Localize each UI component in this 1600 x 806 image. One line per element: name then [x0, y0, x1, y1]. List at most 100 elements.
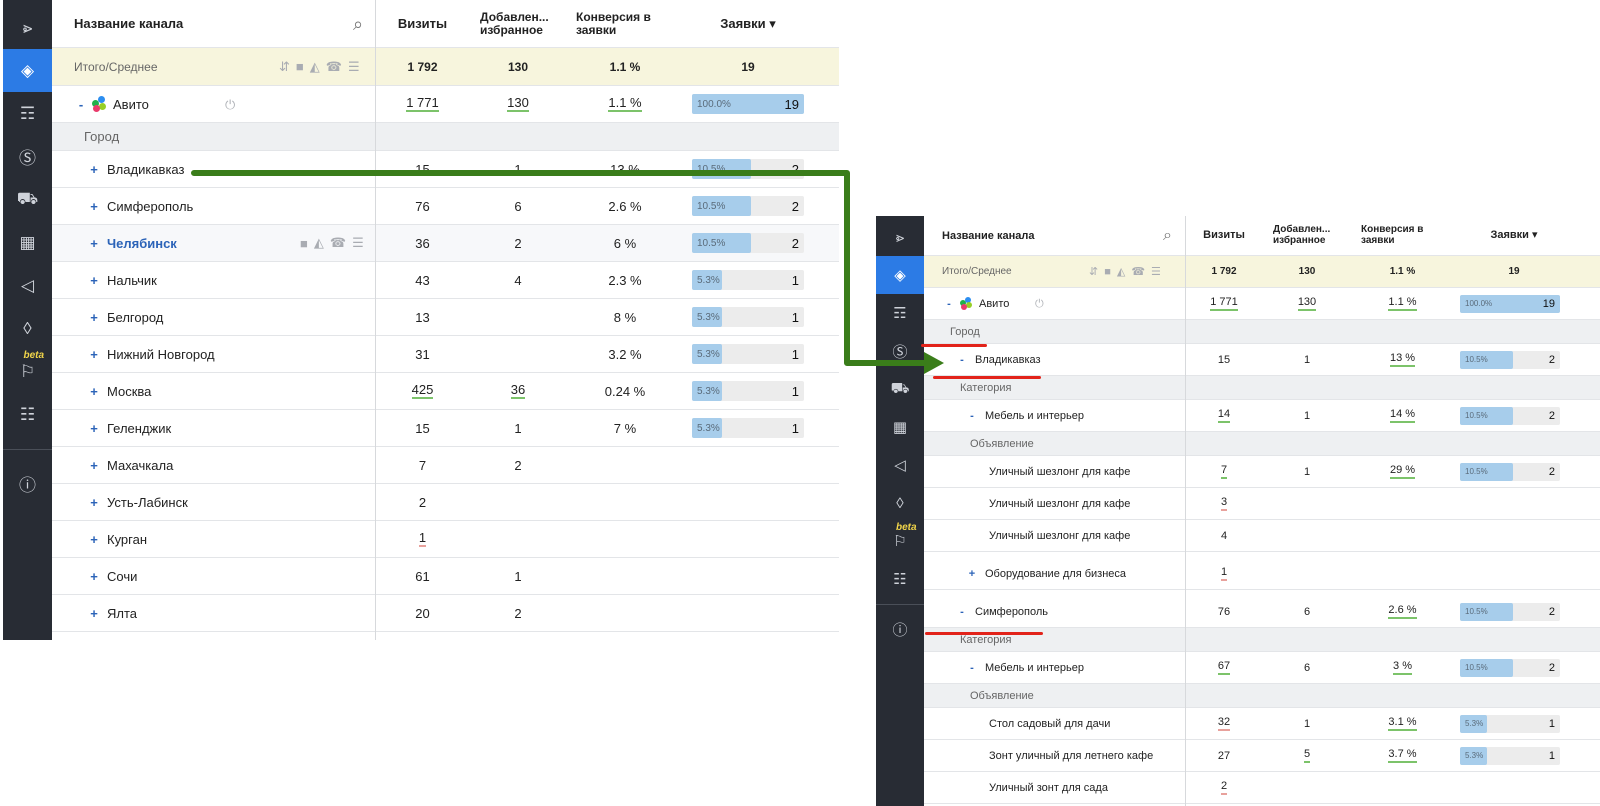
stack-icon[interactable]: ◊ — [23, 318, 32, 338]
requests-share: 100.0% — [697, 98, 731, 110]
drilldown-row[interactable]: Уличный шезлонг для кафе 4 — [924, 520, 1600, 552]
expand-toggle[interactable]: + — [90, 494, 98, 510]
expand-toggle[interactable]: + — [90, 161, 98, 177]
square-icon[interactable]: ■ — [295, 59, 304, 74]
city-row[interactable]: + Владикавказ 15 1 13 % 10.5% 2 — [52, 151, 839, 188]
source-row-avito[interactable]: - Авито ⏻ 1 771 130 1.1 % 100.0% 19 — [52, 86, 839, 123]
col-header-req[interactable]: Заявки ▾ — [1454, 216, 1574, 255]
expand-toggle[interactable]: + — [90, 309, 98, 325]
cart-icon[interactable]: ⛟ — [16, 188, 39, 208]
city-row[interactable]: + Челябинск ■ ◭ ☎ ☰ 36 2 6 % 10.5% 2 — [52, 225, 839, 262]
team-icon[interactable]: ☷ — [19, 404, 36, 424]
drilldown-row[interactable]: + Оборудование для бизнеса 1 — [924, 558, 1600, 590]
row-label: Махачкала — [107, 457, 174, 473]
drilldown-row[interactable]: Зонт уличный для летнего кафе 27 5 3.7 % 5.3… — [924, 740, 1600, 772]
list-icon[interactable]: ☰ — [352, 235, 364, 250]
megaphone-icon[interactable]: ◁ — [894, 457, 906, 474]
drilldown-row[interactable]: - Симферополь 76 6 2.6 % 10.5% 2 — [924, 596, 1600, 628]
square-icon[interactable]: ■ — [300, 235, 308, 251]
col-header-name[interactable]: Название канала — [942, 216, 1185, 255]
city-row[interactable]: + Сочи 61 1 — [52, 558, 839, 595]
expand-toggle[interactable]: + — [90, 272, 98, 288]
col-header-req[interactable]: Заявки ▾ — [684, 0, 812, 47]
collapse-toggle[interactable]: - — [970, 409, 974, 422]
city-row[interactable]: + Симферополь 76 6 2.6 % 10.5% 2 — [52, 188, 839, 225]
square-icon[interactable]: ■ — [1104, 265, 1111, 278]
plug-icon[interactable]: ⏻ — [1035, 298, 1044, 310]
plug-icon[interactable]: ⏻ — [225, 97, 236, 112]
expand-toggle[interactable]: + — [90, 383, 98, 399]
collapse-toggle[interactable]: - — [960, 605, 964, 618]
col-header-visits[interactable]: Визиты — [1185, 216, 1263, 255]
city-row[interactable]: + Нижний Новгород 31 3.2 % 5.3% 1 — [52, 336, 839, 373]
col-header-visits[interactable]: Визиты — [375, 0, 470, 47]
chart-icon[interactable]: ⩺ — [22, 17, 33, 37]
col-header-fav[interactable]: Добавлен... избранное — [470, 0, 566, 47]
area-chart-icon[interactable]: ◭ — [309, 58, 320, 74]
city-row[interactable]: + Нальчик 43 4 2.3 % 5.3% 1 — [52, 262, 839, 299]
drilldown-row[interactable]: Уличный зонт для сада 2 — [924, 772, 1600, 804]
drilldown-row[interactable]: - Мебель и интерьер 67 6 3 % 10.5% 2 — [924, 652, 1600, 684]
chart-icon[interactable]: ⩺ — [895, 228, 905, 246]
city-row[interactable]: + Усть-Лабинск 2 — [52, 484, 839, 521]
layers-icon[interactable]: ◈ — [3, 49, 52, 92]
hierarchy-icon[interactable]: ☶ — [19, 103, 36, 123]
collapse-toggle[interactable]: - — [947, 297, 951, 310]
stack-icon[interactable]: ◊ — [896, 494, 904, 512]
layers-icon[interactable]: ◈ — [876, 256, 924, 294]
money-icon[interactable]: Ⓢ — [19, 149, 36, 168]
city-row[interactable]: + Белгород 13 8 % 5.3% 1 — [52, 299, 839, 336]
collapse-toggle[interactable]: - — [960, 353, 964, 366]
phone-icon[interactable]: ☎ — [325, 58, 342, 74]
sort-icon[interactable]: ⇵ — [279, 58, 290, 74]
search-icon[interactable]: ⌕ — [1163, 227, 1172, 244]
drilldown-row[interactable]: Уличный шезлонг для кафе 3 — [924, 488, 1600, 520]
search-icon[interactable]: ⌕ — [353, 14, 364, 34]
phone-icon[interactable]: ☎ — [329, 235, 347, 250]
col-header-conv[interactable]: Конверсия в заявки — [566, 0, 684, 47]
city-row[interactable]: + Геленджик 15 1 7 % 5.3% 1 — [52, 410, 839, 447]
drilldown-row[interactable]: Стол садовый для дачи 32 1 3.1 % 5.3% 1 — [924, 708, 1600, 740]
city-row[interactable]: + Курган 1 — [52, 521, 839, 558]
drilldown-row[interactable]: Уличный шезлонг для кафе 7 1 29 % 10.5% 2 — [924, 456, 1600, 488]
info-icon[interactable]: ⓘ — [19, 476, 36, 495]
city-row[interactable]: + Ялта 20 2 — [52, 595, 839, 632]
col-header-name[interactable]: Название канала — [74, 0, 375, 47]
list-icon[interactable]: ☰ — [347, 58, 360, 74]
group-label-text: Категория — [960, 633, 1012, 646]
user-chart-icon[interactable]: ⚐ beta — [19, 350, 45, 381]
expand-toggle[interactable]: + — [968, 567, 976, 580]
team-icon[interactable]: ☷ — [893, 571, 907, 588]
collapse-toggle[interactable]: - — [78, 96, 84, 112]
user-chart-icon[interactable]: ⚐ beta — [893, 522, 917, 550]
city-row[interactable]: + Махачкала 7 2 — [52, 447, 839, 484]
expand-toggle[interactable]: + — [90, 235, 98, 251]
drilldown-row[interactable]: - Владикавказ 15 1 13 % 10.5% 2 — [924, 344, 1600, 376]
phone-icon[interactable]: ☎ — [1131, 266, 1146, 278]
info-icon[interactable]: ⓘ — [892, 621, 908, 639]
hierarchy-icon[interactable]: ☶ — [893, 305, 907, 322]
sort-icon[interactable]: ⇵ — [1089, 266, 1099, 278]
expand-toggle[interactable]: + — [90, 420, 98, 436]
drilldown-row[interactable]: - Мебель и интерьер 14 1 14 % 10.5% 2 — [924, 400, 1600, 432]
expand-toggle[interactable]: + — [90, 198, 98, 214]
col-header-conv[interactable]: Конверсия в заявки — [1351, 216, 1454, 255]
expand-toggle[interactable]: + — [90, 346, 98, 362]
collapse-toggle[interactable]: - — [970, 661, 974, 674]
expand-toggle[interactable]: + — [90, 605, 98, 621]
megaphone-icon[interactable]: ◁ — [20, 275, 35, 295]
expand-toggle[interactable]: + — [90, 568, 98, 584]
calendar-icon[interactable]: ▦ — [892, 419, 908, 436]
col-header-fav[interactable]: Добавлен... избранное — [1263, 216, 1351, 255]
money-icon[interactable]: Ⓢ — [892, 343, 908, 361]
area-chart-icon[interactable]: ◭ — [313, 235, 324, 250]
calendar-icon[interactable]: ▦ — [19, 232, 36, 252]
list-icon[interactable]: ☰ — [1151, 266, 1161, 278]
cart-icon[interactable]: ⛟ — [890, 379, 910, 397]
city-row[interactable]: + Москва 425 36 0.24 % 5.3% 1 — [52, 373, 839, 410]
expand-toggle[interactable]: + — [90, 531, 98, 547]
source-row-avito[interactable]: - Авито ⏻ 1 771 130 1.1 % 100.0% 19 — [924, 288, 1600, 320]
area-chart-icon[interactable]: ◭ — [1116, 266, 1126, 278]
conversion-cell: 14 % — [1351, 400, 1454, 431]
expand-toggle[interactable]: + — [90, 457, 98, 473]
